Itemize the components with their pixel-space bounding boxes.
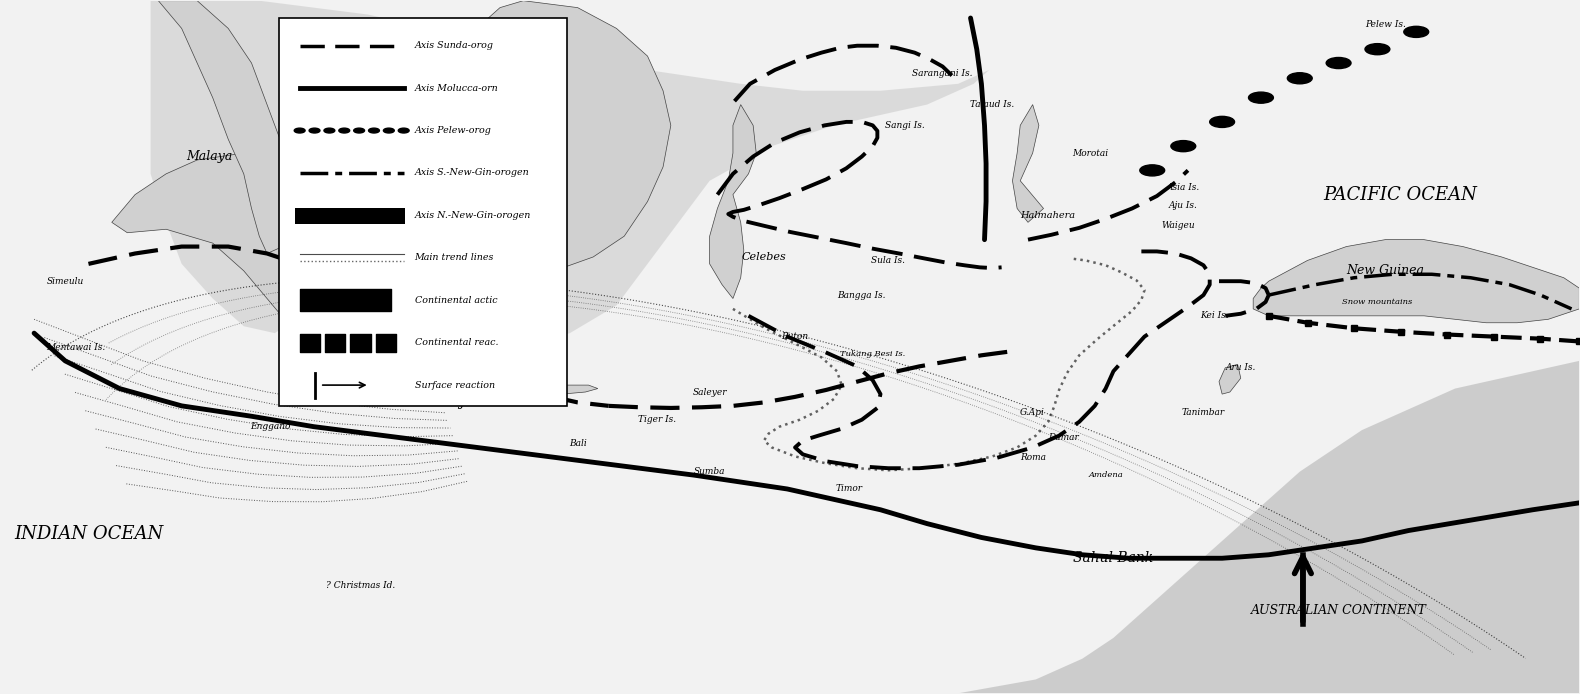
- Text: Saleyer: Saleyer: [692, 387, 727, 396]
- Polygon shape: [158, 1, 291, 253]
- Polygon shape: [709, 105, 757, 298]
- Text: Mentawai Is.: Mentawai Is.: [46, 343, 106, 351]
- Polygon shape: [1220, 364, 1240, 394]
- Text: Morotai: Morotai: [1073, 149, 1108, 158]
- Circle shape: [1365, 44, 1390, 55]
- Bar: [387, 208, 404, 223]
- Circle shape: [1403, 26, 1428, 37]
- Text: Aru Is.: Aru Is.: [1226, 363, 1256, 372]
- Text: Sula Is.: Sula Is.: [871, 256, 905, 265]
- Text: Roma: Roma: [1019, 453, 1046, 462]
- Text: Aju Is.: Aju Is.: [1169, 201, 1198, 210]
- Circle shape: [1248, 92, 1273, 103]
- Text: ASIATIC·CONTIENT: ASIATIC·CONTIENT: [373, 303, 502, 315]
- Text: Simeulu: Simeulu: [46, 277, 84, 286]
- Bar: [351, 208, 368, 223]
- Circle shape: [1171, 141, 1196, 152]
- Text: Sahul Bank: Sahul Bank: [1073, 551, 1153, 565]
- Text: Jva: Jva: [460, 396, 479, 409]
- Text: Enggano: Enggano: [250, 422, 291, 431]
- Text: Waigeu: Waigeu: [1161, 221, 1196, 230]
- Circle shape: [338, 128, 349, 133]
- Text: Borneo: Borneo: [506, 187, 556, 202]
- Text: INDIAN OCEAN: INDIAN OCEAN: [14, 525, 163, 543]
- Circle shape: [384, 128, 395, 133]
- Text: Asia Is.: Asia Is.: [1166, 183, 1199, 192]
- Circle shape: [368, 128, 379, 133]
- Text: Damar: Damar: [1049, 432, 1079, 441]
- Polygon shape: [957, 361, 1580, 693]
- Text: Amdena: Amdena: [1089, 471, 1123, 479]
- Circle shape: [1139, 165, 1164, 176]
- Bar: [368, 208, 387, 223]
- Text: Tukang Besi Is.: Tukang Besi Is.: [841, 350, 905, 358]
- Text: G.Api: G.Api: [1021, 408, 1044, 417]
- Text: Celebes: Celebes: [741, 252, 787, 262]
- Text: ? Christmas Id.: ? Christmas Id.: [325, 582, 395, 591]
- Text: Tiger Is.: Tiger Is.: [638, 415, 676, 424]
- Polygon shape: [433, 1, 672, 271]
- Text: AUSTRALIAN CONTINENT: AUSTRALIAN CONTINENT: [1251, 604, 1427, 617]
- Text: Sarangani Is.: Sarangani Is.: [912, 69, 973, 78]
- Polygon shape: [150, 1, 989, 347]
- Text: Snow mountains: Snow mountains: [1343, 298, 1413, 306]
- Text: PACIFIC OCEAN: PACIFIC OCEAN: [1324, 185, 1477, 203]
- Circle shape: [398, 128, 409, 133]
- Text: Tanimbar: Tanimbar: [1182, 408, 1224, 417]
- Bar: [332, 208, 351, 223]
- Text: Axis Pelew-orog: Axis Pelew-orog: [414, 126, 491, 135]
- Text: Continental actic: Continental actic: [414, 296, 498, 305]
- Text: Axis S.-New-Gin-orogen: Axis S.-New-Gin-orogen: [414, 169, 529, 178]
- Polygon shape: [329, 364, 597, 394]
- Text: Kei Is.: Kei Is.: [1201, 312, 1229, 321]
- Text: Bali: Bali: [569, 439, 586, 448]
- Text: Surface reaction: Surface reaction: [414, 380, 495, 389]
- Text: Malaya: Malaya: [186, 150, 232, 163]
- Text: Halmahera: Halmahera: [1021, 211, 1076, 220]
- Text: Pelew Is.: Pelew Is.: [1365, 20, 1406, 29]
- Bar: [313, 208, 332, 223]
- Circle shape: [1288, 73, 1313, 84]
- Circle shape: [310, 128, 321, 133]
- Circle shape: [294, 128, 305, 133]
- Circle shape: [324, 128, 335, 133]
- Polygon shape: [1253, 239, 1580, 323]
- Circle shape: [1326, 58, 1351, 69]
- Circle shape: [1210, 117, 1234, 128]
- Text: Axis Sunda-orog: Axis Sunda-orog: [414, 41, 493, 50]
- Text: Axis Molucca-orn: Axis Molucca-orn: [414, 84, 498, 92]
- Text: New Guinea: New Guinea: [1346, 264, 1424, 278]
- Text: Main trend lines: Main trend lines: [414, 253, 495, 262]
- Text: Continental reac.: Continental reac.: [414, 338, 498, 347]
- Text: Sangi Is.: Sangi Is.: [885, 121, 926, 130]
- Polygon shape: [112, 153, 422, 347]
- Text: Timor: Timor: [836, 484, 863, 493]
- Bar: [295, 208, 314, 223]
- Circle shape: [354, 128, 365, 133]
- Text: Bangga Is.: Bangga Is.: [837, 291, 886, 300]
- Polygon shape: [1013, 105, 1043, 222]
- Text: Axis N.-New-Gin-orogen: Axis N.-New-Gin-orogen: [414, 211, 531, 220]
- FancyBboxPatch shape: [280, 18, 567, 406]
- Text: Talaud Is.: Talaud Is.: [970, 100, 1014, 109]
- Text: Sumba: Sumba: [694, 467, 725, 476]
- Text: Buton: Buton: [782, 332, 809, 341]
- Text: Sundand: Sundand: [476, 262, 525, 272]
